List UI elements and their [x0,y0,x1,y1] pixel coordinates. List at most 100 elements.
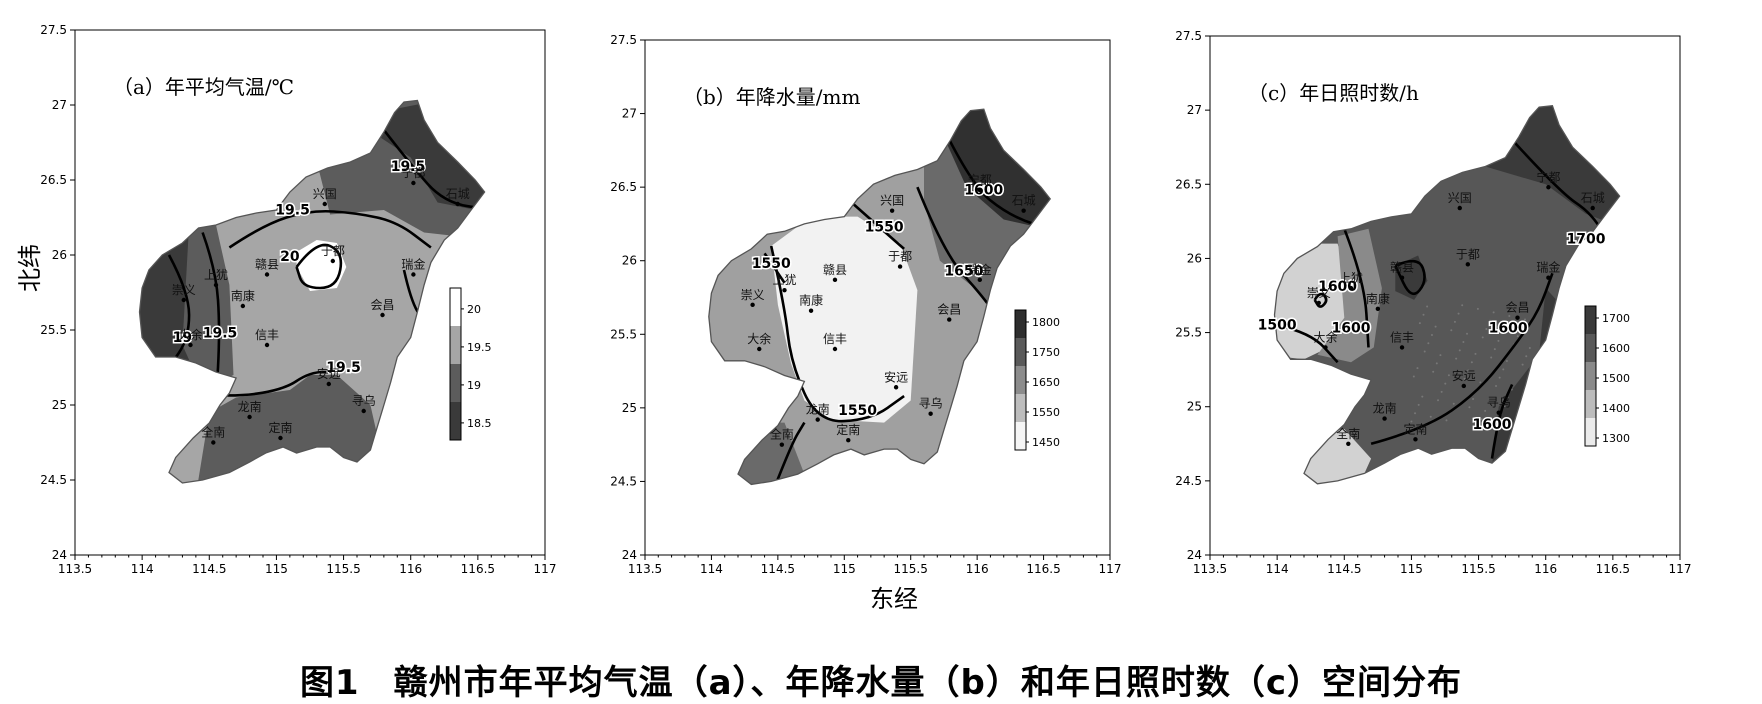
city-marker [928,411,933,416]
colorbar-swatch [450,364,461,402]
city-marker [750,302,755,308]
y-tick-label: 26.5 [40,173,67,187]
texture-dot [1445,419,1448,422]
x-tick-label: 116.5 [1596,562,1630,576]
city-label: 南康 [231,288,255,303]
colorbar: 1800 1750 1650 1550 1450 [1014,309,1060,451]
city-label: 定南 [836,422,860,437]
city-marker [380,312,385,318]
city-marker [1546,275,1551,280]
city-label: 崇义 [741,288,765,302]
city-label: 宁都 [1536,169,1560,184]
y-tick-label: 25 [52,398,67,412]
city-marker [240,303,246,309]
city-label: 龙南 [1373,401,1397,416]
texture-dot [1497,339,1500,342]
panel-title: （b）年降水量/mm [683,85,861,109]
region-outline [708,108,1052,486]
y-tick-label: 24 [52,548,67,562]
panel-a: 113.5 114 114.5 115 115.5 116 116.5 117 27.5 27 26… [40,23,556,576]
y-tick-label: 26.5 [610,180,637,194]
texture-dot [1439,354,1442,357]
city-marker [1413,437,1418,442]
x-tick-label: 116 [966,562,989,576]
x-tick-label: 113.5 [1193,562,1227,576]
colorbar-swatch [1015,310,1026,338]
city-marker [889,208,895,213]
city-marker [361,408,366,414]
x-tick-label: 115.5 [326,562,360,576]
city-label: 石城 [1581,191,1605,205]
y-tick-label: 26.5 [1175,177,1202,191]
city-marker [411,180,416,186]
x-tick-label: 116.5 [461,562,495,576]
city-marker [213,282,219,288]
city-marker [1316,300,1321,306]
texture-dot [1437,399,1440,402]
colorbar-frame [1014,309,1027,451]
city-marker [330,258,336,264]
city-marker [1515,315,1520,320]
contour-label: 1600 [1332,321,1371,337]
texture-dot [1444,382,1447,385]
texture-dot [1461,304,1464,307]
city-marker [977,187,982,193]
city-label: 寻乌 [919,396,943,411]
colorbar-swatch [1585,390,1596,418]
contour-label: 1500 [1258,318,1297,334]
city-marker [411,272,416,277]
contour-line [295,243,343,290]
texture-dot [1447,374,1450,377]
city-label: 安远 [317,366,341,381]
y-tick-label: 24.5 [40,473,67,487]
y-tick-label: 26 [622,254,637,268]
texture-dot [1470,361,1473,364]
contour-line [1370,272,1554,446]
texture-dot [1427,342,1430,345]
panel-title: （c）年日照时数/h [1248,81,1419,105]
y-tick-label: 24 [1187,548,1202,562]
texture-dot [1463,377,1466,380]
x-tick-label: 117 [534,562,557,576]
colorbar: 1700 1600 1500 1400 1300 [1584,305,1630,447]
texture-dot [1524,318,1527,321]
texture-dot [1484,409,1487,412]
city-label: 石城 [1012,194,1036,208]
city-label: 石城 [446,187,470,201]
texture-dot [1412,375,1415,378]
city-label: 龙南 [238,399,262,414]
city-label: 会昌 [937,303,961,317]
panel-c: 113.5 114 114.5 115 115.5 116 116.5 117 27.5 27 26… [1175,29,1691,576]
texture-dot [1528,346,1531,349]
y-tick-label: 27 [622,107,637,121]
colorbar-swatch [1015,338,1026,366]
contour-line [1343,228,1370,348]
texture-dot [1417,403,1420,406]
city-marker [832,277,838,283]
city-marker [211,440,216,445]
contour-label: 20 [280,249,300,265]
city-label: 于都 [1456,247,1480,261]
region-outline [1273,104,1621,485]
city-label: 瑞金 [1536,260,1560,275]
texture-dot [1488,319,1491,322]
contour-line [1490,383,1514,459]
y-tick-label: 27.5 [1175,29,1202,43]
caption-number: 图1 [299,663,360,703]
contour-label: 1550 [865,219,904,235]
city-marker [247,414,252,420]
panels-root: 113.5 114 114.5 115 115.5 116 116.5 117 27.5 27 26… [40,23,1691,576]
contour-line [769,421,806,485]
city-marker [326,381,331,387]
x-tick-label: 117 [1099,562,1122,576]
city-label: 兴国 [1448,191,1472,205]
texture-dot [1468,406,1471,409]
city-label: 全南 [201,425,225,440]
colorbar-swatch [1015,394,1026,422]
texture-dot [1450,329,1453,332]
colorbar-swatch [450,402,461,440]
x-tick-label: 115 [1400,562,1423,576]
city-label: 信丰 [255,328,279,342]
city-marker [181,297,186,303]
city-marker [1465,262,1471,267]
